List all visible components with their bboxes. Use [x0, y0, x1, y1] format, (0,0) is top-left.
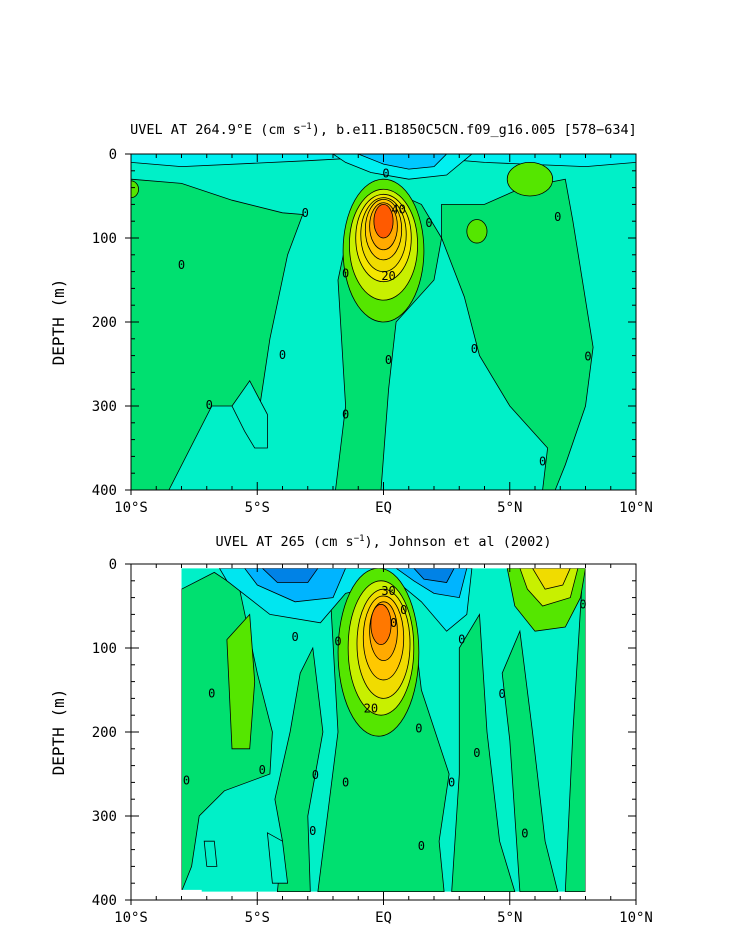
bottom-gap [560, 893, 573, 900]
x-tick-label: EQ [375, 500, 392, 516]
contour-label: 0 [342, 407, 349, 421]
contour-label: 0 [279, 348, 286, 362]
bottom-gap [206, 893, 232, 900]
chart-title: UVEL AT 264.9°E (cm s−1), b.e11.B1850C5C… [130, 122, 637, 138]
bottom-gap [285, 893, 303, 900]
contour-label: 30 [381, 584, 395, 598]
y-tick-label: 0 [109, 557, 117, 573]
contour-label: 20 [381, 269, 395, 283]
contour-label: 0 [206, 398, 213, 412]
contour-label: 0 [342, 266, 349, 280]
x-tick-label: 5°S [245, 910, 270, 926]
contour-label: 0 [208, 686, 215, 700]
contour-label: 0 [183, 774, 190, 788]
west-positive-region [131, 178, 304, 490]
contour-label: 0 [312, 768, 319, 782]
bottom-gap [469, 893, 485, 900]
contour-label: 0 [458, 633, 465, 647]
contour-label: 0 [415, 722, 422, 736]
west-small-tongue [203, 840, 218, 867]
y-tick-label: 100 [92, 231, 117, 247]
contour-label: 0 [448, 775, 455, 789]
contour-label: 0 [309, 824, 316, 838]
y-tick-label: 200 [92, 725, 117, 741]
contour-label: 0 [499, 687, 506, 701]
contour-label: 0 [302, 206, 309, 220]
chart-title: UVEL AT 265 (cm s−1), Johnson et al (200… [216, 534, 552, 550]
x-tick-label: 10°S [114, 500, 148, 516]
y-axis-label: DEPTH (m) [49, 689, 68, 776]
panel-model: 0 0 0 0 0 0 0 0 0 0 0 0 0 20 40 10°S 5°S EQ 5°N 10°N 0 100 200… [49, 122, 653, 516]
east-band [451, 613, 516, 892]
contour-label: 0 [334, 634, 341, 648]
contour-label: 0 [400, 603, 407, 617]
y-tick-label: 400 [92, 483, 117, 499]
outside-left [131, 564, 182, 900]
y-tick-label: 300 [92, 809, 117, 825]
y-tick-label: 100 [92, 641, 117, 657]
x-tick-label: 5°S [245, 500, 270, 516]
contour-label: 0 [521, 827, 528, 841]
west-core-2 [266, 832, 289, 884]
contour-label: 0 [471, 342, 478, 356]
contour-label: 0 [539, 454, 546, 468]
west-tongue [231, 380, 268, 449]
east-band-2 [501, 629, 559, 892]
contour-label: 0 [382, 166, 389, 180]
x-tick-label: 10°N [619, 910, 653, 926]
contour-label: 0 [385, 353, 392, 367]
euc-level-50 [373, 203, 394, 239]
bottom-mask [181, 889, 202, 900]
contour-label: 0 [342, 775, 349, 789]
y-tick-label: 0 [109, 147, 117, 163]
y-axis-label: DEPTH (m) [49, 279, 68, 366]
west-strong-pocket [226, 613, 256, 750]
contour-label: 0 [292, 630, 299, 644]
bottom-gap [259, 893, 270, 900]
west-band-2 [274, 646, 324, 892]
contour-label: 0 [178, 258, 185, 272]
x-tick-label: 10°S [114, 910, 148, 926]
x-tick-label: 10°N [619, 500, 653, 516]
y-tick-label: 300 [92, 399, 117, 415]
east-small-pocket [466, 219, 488, 244]
euc-level-50 [370, 603, 392, 646]
contour-label: 0 [554, 210, 561, 224]
x-tick-label: EQ [375, 910, 392, 926]
x-tick-label: 5°N [497, 500, 522, 516]
contour-label: 40 [391, 202, 405, 216]
east-pocket [506, 161, 554, 197]
contour-fill [131, 154, 636, 490]
contour-label: 0 [390, 616, 397, 630]
contour-label: 0 [418, 839, 425, 853]
y-tick-label: 200 [92, 315, 117, 331]
x-tick-label: 5°N [497, 910, 522, 926]
contour-label: 0 [584, 349, 591, 363]
contour-label: 0 [425, 216, 432, 230]
y-tick-label: 400 [92, 893, 117, 909]
surface-westward-inner [358, 154, 448, 170]
contour-label: 20 [364, 701, 378, 715]
contour-fill [131, 564, 636, 900]
contour-label: 0 [579, 597, 586, 611]
contour-label: 0 [473, 746, 480, 760]
bottom-gap [535, 893, 548, 900]
outside-right [585, 564, 636, 900]
contour-label: 0 [259, 763, 266, 777]
